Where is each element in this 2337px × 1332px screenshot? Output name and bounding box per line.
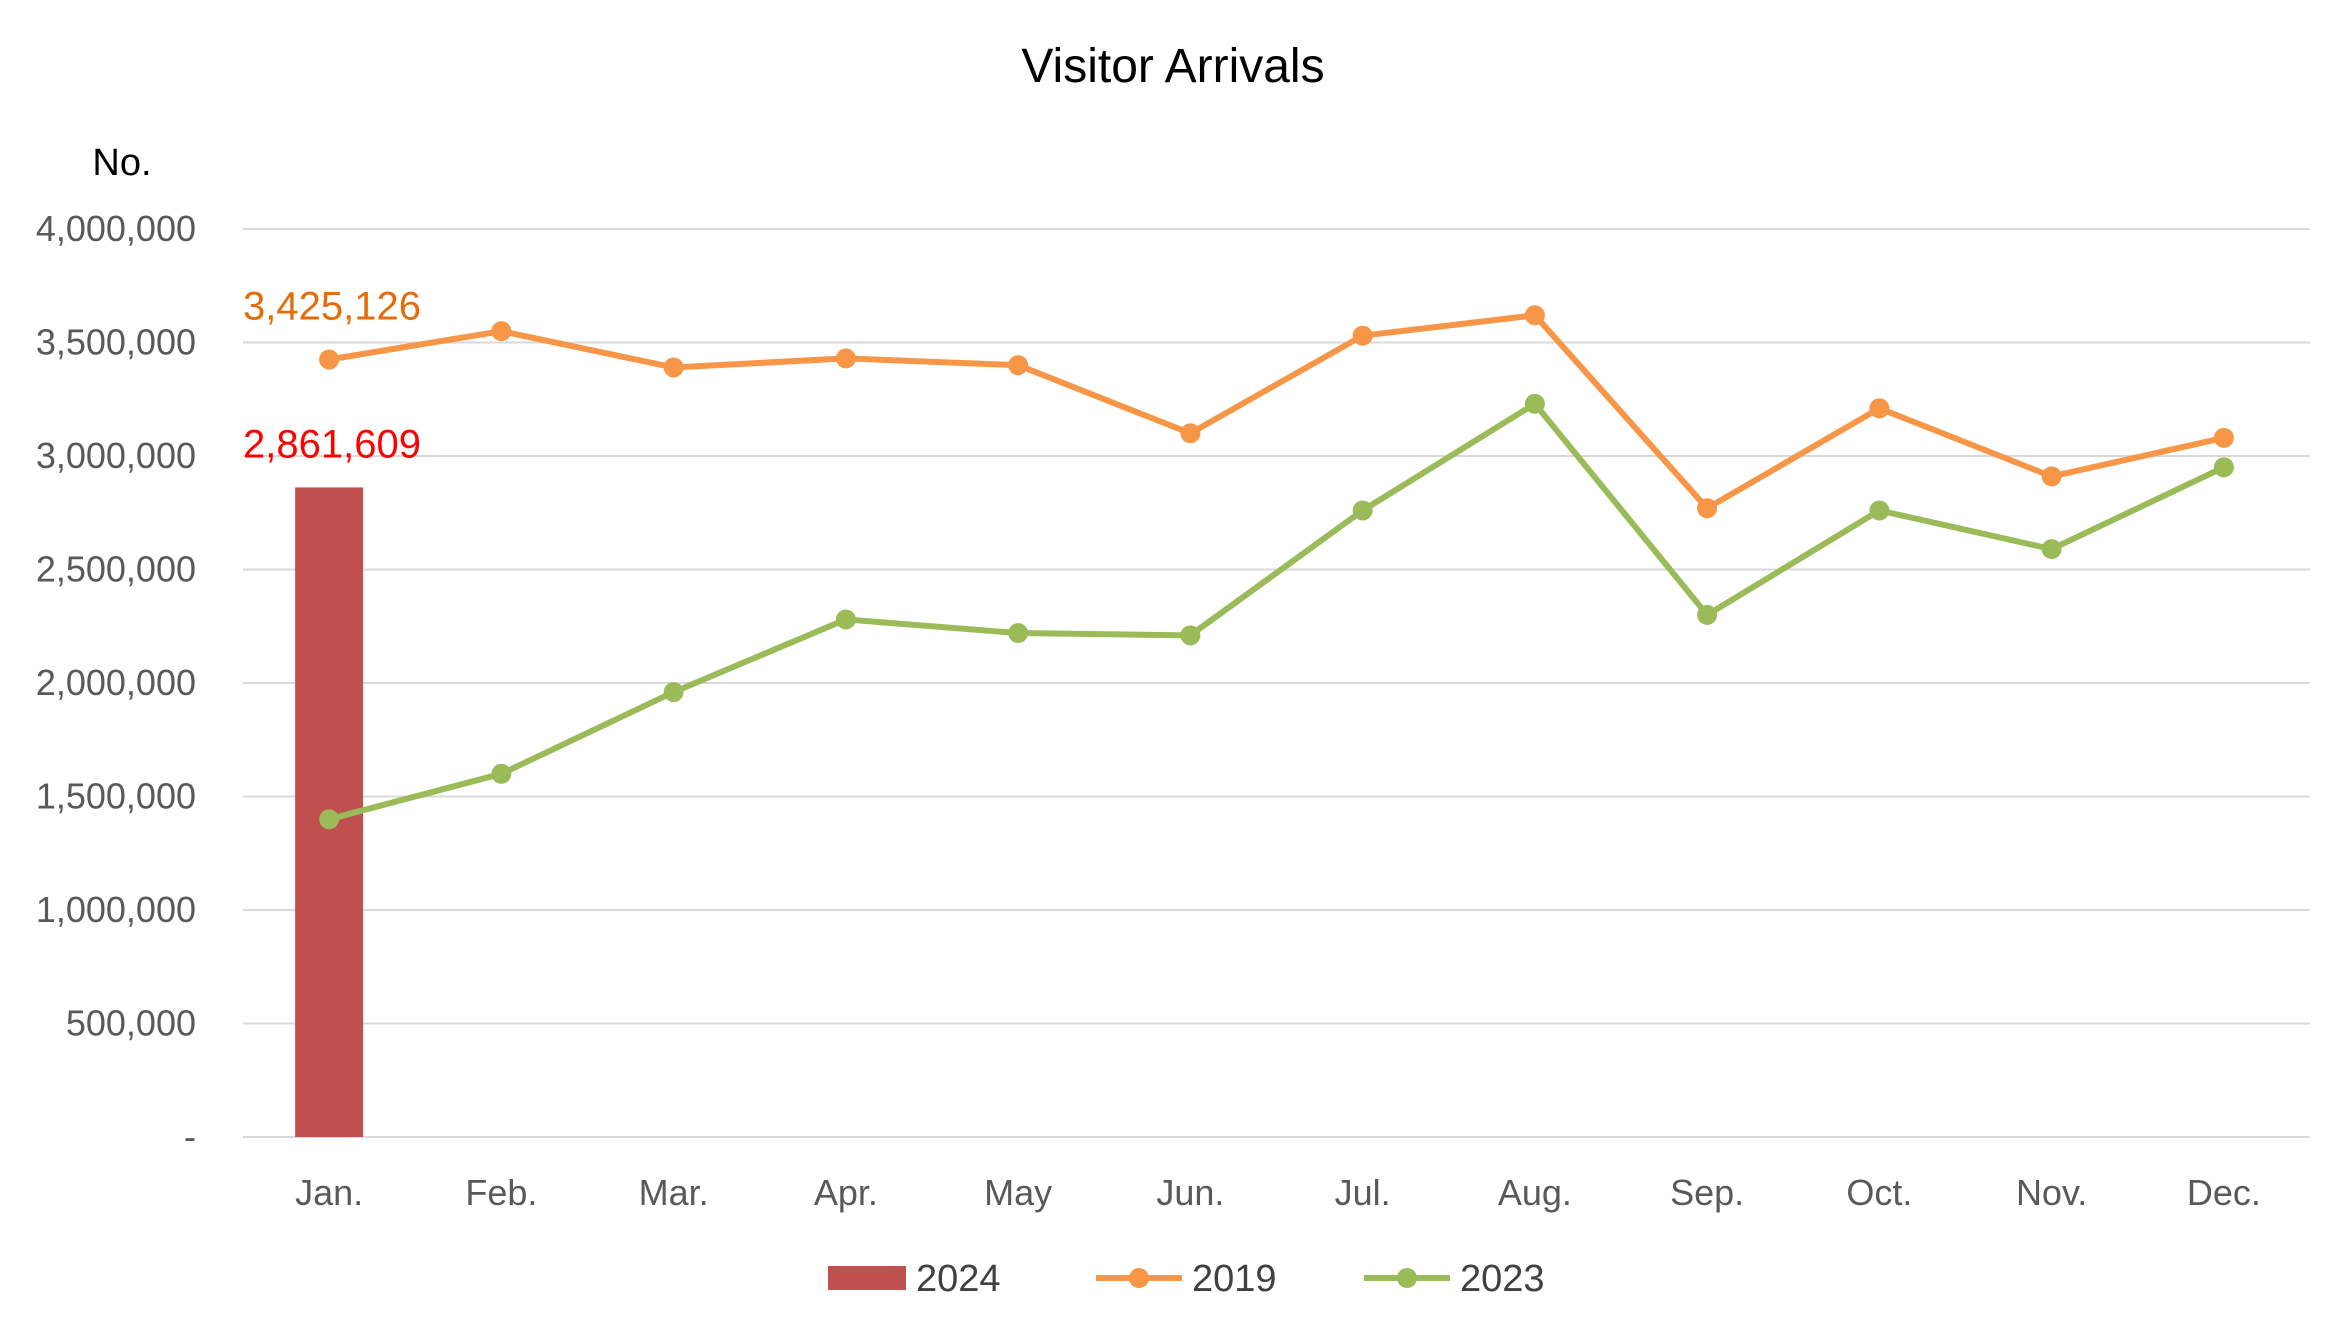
point-2023-Jan. — [319, 809, 340, 830]
legend-label-2019: 2019 — [1192, 1258, 1277, 1300]
data-label-2024: 2,861,609 — [243, 422, 421, 466]
legend-label-2024: 2024 — [916, 1258, 1001, 1300]
y-tick-label: 4,000,000 — [36, 208, 196, 249]
x-tick-label: Feb. — [465, 1172, 537, 1213]
point-2023-Nov. — [2041, 539, 2062, 560]
x-tick-label: Mar. — [639, 1172, 709, 1213]
legend-marker-2023 — [1397, 1268, 1417, 1288]
x-tick-label: Sep. — [1670, 1172, 1744, 1213]
point-2019-Nov. — [2041, 466, 2062, 487]
point-2023-Jun. — [1180, 625, 1201, 646]
point-2023-Sep. — [1697, 604, 1718, 625]
chart-title: Visitor Arrivals — [1021, 40, 1324, 93]
point-2019-Jul. — [1352, 325, 1373, 346]
point-2019-May — [1008, 355, 1029, 376]
legend: 2024 2019 2023 — [828, 1258, 1545, 1300]
x-tick-label: Dec. — [2187, 1172, 2261, 1213]
y-tick-label: 2,500,000 — [36, 549, 196, 590]
x-tick-label: Jul. — [1335, 1172, 1391, 1213]
point-2023-Jul. — [1352, 500, 1373, 521]
point-2023-Apr. — [835, 609, 856, 630]
y-tick-label: 2,000,000 — [36, 662, 196, 703]
legend-label-2023: 2023 — [1460, 1258, 1545, 1300]
point-2023-May — [1008, 623, 1029, 644]
x-tick-label: Jun. — [1156, 1172, 1224, 1213]
point-2019-Mar. — [663, 357, 684, 378]
point-2023-Feb. — [491, 763, 512, 784]
x-tick-label: Jan. — [295, 1172, 363, 1213]
y-tick-label: 3,000,000 — [36, 435, 196, 476]
y-axis-ticks: - 500,000 1,000,000 1,500,000 2,000,000 2,500… — [36, 208, 196, 1157]
y-tick-label: 1,000,000 — [36, 889, 196, 930]
x-tick-label: Nov. — [2016, 1172, 2087, 1213]
x-tick-label: Apr. — [814, 1172, 878, 1213]
legend-marker-2019 — [1129, 1268, 1149, 1288]
data-labels: 2,861,609 3,425,126 — [243, 284, 421, 466]
data-label-2019: 3,425,126 — [243, 284, 421, 328]
y-tick-label: 1,500,000 — [36, 776, 196, 817]
x-tick-label: Oct. — [1846, 1172, 1912, 1213]
y-axis-label: No. — [92, 142, 151, 184]
point-2019-Jun. — [1180, 423, 1201, 444]
point-2023-Aug. — [1524, 393, 1545, 414]
line-2023 — [328, 400, 2226, 823]
point-2023-Mar. — [663, 682, 684, 703]
gridlines — [243, 228, 2310, 1138]
point-2023-Oct. — [1869, 500, 1890, 521]
y-tick-label: 500,000 — [66, 1003, 196, 1044]
legend-swatch-2024 — [828, 1266, 906, 1290]
point-2019-Sep. — [1697, 498, 1718, 519]
y-tick-label: - — [184, 1116, 196, 1157]
point-2019-Aug. — [1524, 305, 1545, 326]
line-2019 — [328, 312, 2225, 512]
point-2019-Oct. — [1869, 398, 1890, 419]
x-tick-label: May — [984, 1172, 1052, 1213]
point-2019-Jan. — [319, 349, 340, 370]
point-2019-Feb. — [491, 321, 512, 342]
point-2023-Dec. — [2213, 457, 2234, 478]
line-series — [319, 305, 2234, 830]
point-2019-Dec. — [2213, 427, 2234, 448]
y-tick-label: 3,500,000 — [36, 322, 196, 363]
x-axis-ticks: Jan. Feb. Mar. Apr. May Jun. Jul. Aug. Sep. Oct. N… — [295, 1172, 2261, 1213]
x-tick-label: Aug. — [1498, 1172, 1572, 1213]
point-2019-Apr. — [835, 348, 856, 369]
